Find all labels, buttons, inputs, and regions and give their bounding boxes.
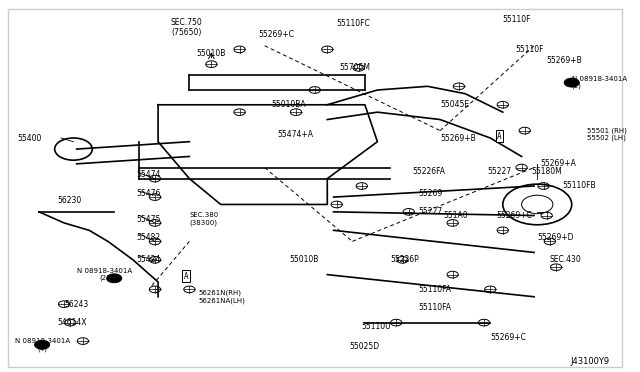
Text: 56243: 56243: [64, 300, 88, 309]
Text: 55227: 55227: [487, 167, 511, 176]
Text: SEC.430: SEC.430: [550, 255, 582, 264]
Text: 55705M: 55705M: [340, 63, 371, 72]
Circle shape: [35, 340, 50, 349]
Text: 55110FA: 55110FA: [418, 303, 451, 312]
Text: 55474: 55474: [136, 170, 161, 179]
Text: 55110F: 55110F: [515, 45, 544, 54]
Text: 55269+B: 55269+B: [547, 56, 582, 65]
Text: 55269+C: 55269+C: [497, 211, 532, 220]
Text: 55269+C: 55269+C: [259, 30, 294, 39]
Text: 56261N(RH)
56261NA(LH): 56261N(RH) 56261NA(LH): [199, 290, 246, 304]
Text: SEC.380
(38300): SEC.380 (38300): [189, 212, 219, 226]
Text: 55110FA: 55110FA: [418, 285, 451, 294]
Text: 55010B: 55010B: [196, 49, 226, 58]
Text: 55010B: 55010B: [290, 255, 319, 264]
Text: 55424: 55424: [136, 255, 161, 264]
Text: 55482: 55482: [136, 233, 160, 242]
Text: 55110U: 55110U: [362, 322, 392, 331]
Text: 55226FA: 55226FA: [412, 167, 445, 176]
Text: N: N: [570, 80, 574, 85]
Text: 55269+A: 55269+A: [540, 159, 576, 169]
Text: N 08918-3401A
(2): N 08918-3401A (2): [572, 76, 627, 89]
Text: 55110FC: 55110FC: [337, 19, 371, 28]
Circle shape: [107, 274, 122, 283]
Text: 55400: 55400: [18, 134, 42, 142]
Text: SEC.750
(75650): SEC.750 (75650): [170, 17, 202, 37]
Text: 55010BA: 55010BA: [271, 100, 305, 109]
Text: 55501 (RH)
55502 (LH): 55501 (RH) 55502 (LH): [588, 127, 627, 141]
Text: 55110F: 55110F: [503, 15, 531, 24]
Text: N: N: [112, 276, 116, 281]
Text: 55025D: 55025D: [349, 342, 380, 351]
Text: 56230: 56230: [58, 196, 82, 205]
Text: A: A: [184, 272, 189, 281]
Text: 55045E: 55045E: [440, 100, 469, 109]
Text: 55269+B: 55269+B: [440, 134, 476, 142]
Text: 551A0: 551A0: [444, 211, 468, 220]
Text: 54614X: 54614X: [58, 318, 87, 327]
Text: 55476: 55476: [136, 189, 161, 198]
Text: 55475: 55475: [136, 215, 161, 224]
Text: 55180M: 55180M: [531, 167, 562, 176]
Text: A: A: [497, 132, 502, 141]
Text: J43100Y9: J43100Y9: [570, 357, 609, 366]
Text: 55269+D: 55269+D: [537, 233, 573, 242]
Text: 55269+C: 55269+C: [490, 333, 526, 342]
Text: N: N: [40, 342, 44, 347]
Circle shape: [564, 78, 579, 87]
Text: N 08918-3401A
(4): N 08918-3401A (4): [15, 338, 70, 352]
Text: 55269: 55269: [418, 189, 442, 198]
Text: 55227: 55227: [418, 207, 442, 217]
Text: 55474+A: 55474+A: [277, 130, 313, 139]
Text: 55226P: 55226P: [390, 255, 419, 264]
Text: 55110FB: 55110FB: [563, 182, 596, 190]
Text: N 08918-3401A
(2): N 08918-3401A (2): [77, 268, 132, 281]
